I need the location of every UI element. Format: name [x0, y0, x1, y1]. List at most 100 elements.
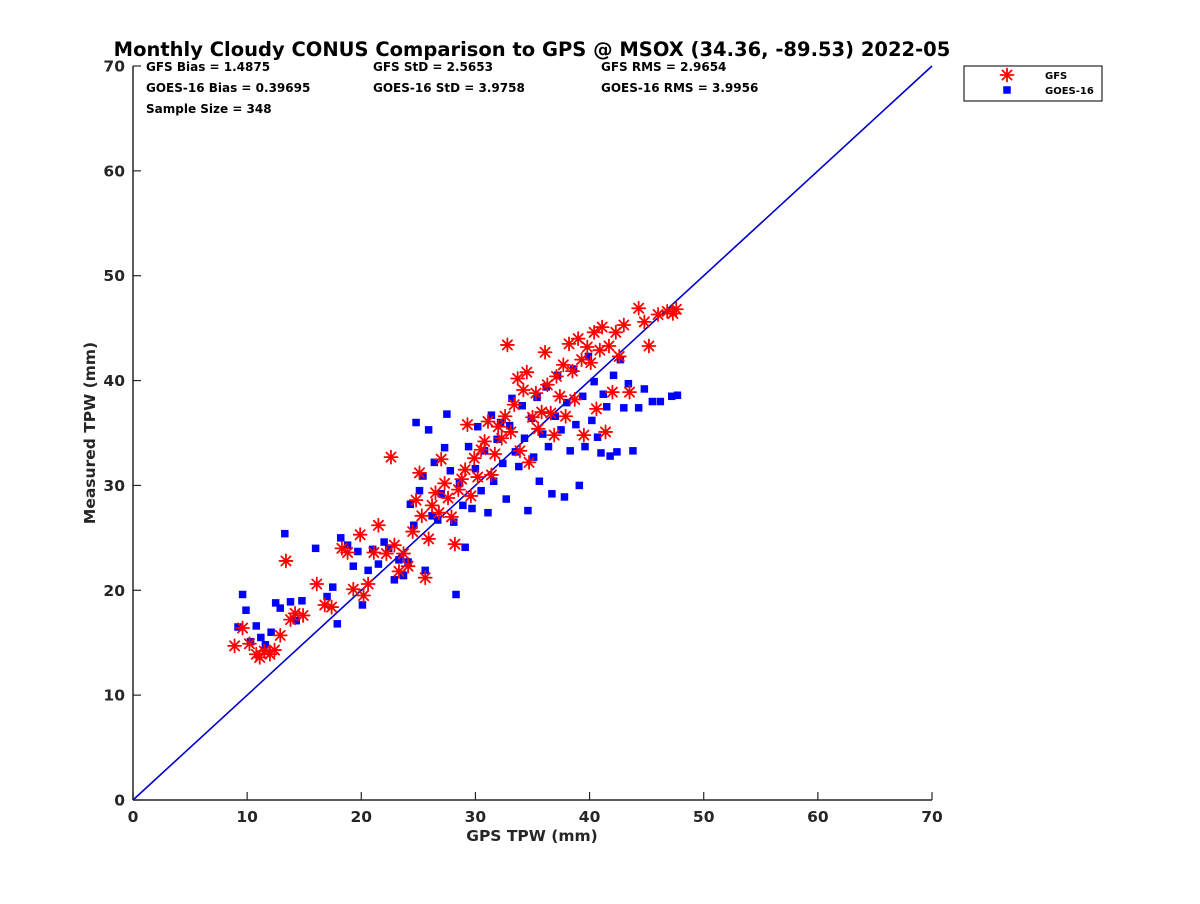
goes16-point [575, 481, 584, 490]
gfs-point [295, 608, 311, 623]
gfs-point [463, 488, 479, 504]
gfs-point [440, 490, 456, 506]
goes16-point [493, 435, 501, 444]
goes16-point [459, 501, 467, 510]
gfs-point [324, 599, 340, 615]
gfs-point [227, 638, 242, 654]
goes16-point [489, 477, 498, 485]
stat-goes-std: GOES-16 StD = 3.9758 [373, 81, 525, 95]
gfs-point [519, 364, 535, 380]
goes16-point [629, 447, 637, 455]
gfs-point [408, 492, 424, 508]
gfs-point [583, 355, 599, 371]
gfs-point [252, 649, 268, 665]
goes16-point [252, 622, 261, 630]
goes16-point [557, 426, 565, 434]
gfs-point [521, 454, 537, 470]
gfs-point [417, 570, 433, 586]
goes16-point [354, 547, 362, 556]
gfs-point [278, 553, 294, 569]
goes16-point [634, 404, 643, 412]
x-tick-label: 10 [236, 808, 258, 826]
y-axis-label: Measured TPW (mm) [81, 342, 99, 524]
goes16-point [590, 377, 598, 386]
x-axis-label: GPS TPW (mm) [466, 827, 598, 845]
gfs-point [534, 404, 550, 420]
goes16-point [440, 443, 449, 452]
gfs-point [497, 408, 513, 424]
gfs-point [558, 408, 574, 424]
goes16-point [588, 416, 596, 425]
goes16-point [464, 442, 473, 451]
goes16-point [281, 529, 289, 538]
goes16-point [480, 447, 489, 455]
goes16-point [446, 466, 455, 475]
goes16-point [242, 606, 250, 614]
goes16-point [298, 597, 306, 605]
x-tick-label: 30 [465, 808, 487, 826]
y-tick-label: 40 [103, 372, 125, 390]
gfs-point [242, 636, 257, 652]
gfs-point [421, 531, 437, 547]
gfs-point [499, 337, 515, 353]
stat-goes-bias: GOES-16 Bias = 0.39695 [146, 81, 310, 95]
gfs-point [470, 469, 486, 485]
goes16-point [496, 418, 505, 427]
goes16-point [412, 418, 420, 427]
gfs-point [579, 339, 595, 355]
goes16-point [415, 486, 424, 495]
goes16-point [461, 543, 469, 552]
goes16-point [581, 442, 589, 451]
gfs-point [631, 300, 647, 316]
x-tick-label: 70 [921, 808, 943, 826]
goes16-point [449, 518, 458, 526]
gfs-point [317, 597, 333, 613]
goes16-point [533, 393, 541, 402]
legend-goes16-square [1003, 86, 1011, 94]
gfs-point [589, 401, 604, 417]
gfs-point [447, 536, 463, 552]
y-tick-label: 0 [114, 792, 125, 810]
gfs-point [457, 462, 473, 478]
goes16-point [572, 420, 580, 429]
goes16-point [468, 504, 476, 513]
gfs-point [530, 421, 546, 437]
y-tick-label: 60 [103, 162, 125, 180]
x-tick-label: 0 [128, 808, 139, 826]
gfs-point [405, 524, 421, 539]
goes16-point [673, 391, 682, 400]
goes16-point [609, 371, 618, 380]
gfs-point [525, 409, 540, 425]
goes16-point [524, 506, 532, 515]
goes16-point [597, 449, 605, 457]
y-tick-label: 70 [103, 58, 125, 76]
y-tick-label: 20 [103, 582, 125, 600]
goes16-point [434, 516, 442, 524]
gfs-point [539, 377, 555, 393]
x-ticks: 0 10 20 30 40 50 60 70 [128, 792, 943, 826]
stats-annotations: GFS Bias = 1.4875 GFS StD = 2.5653 GFS R… [146, 60, 758, 116]
goes16-point [364, 566, 372, 575]
gfs-point [622, 384, 637, 400]
goes16-point [648, 397, 657, 406]
goes16-point [668, 392, 676, 401]
gfs-point [340, 545, 355, 560]
gfs-point [576, 427, 592, 443]
gfs-point [400, 558, 416, 574]
y-tick-label: 50 [103, 267, 125, 285]
goes16-point [368, 545, 377, 554]
gfs-point [570, 331, 586, 347]
stat-gfs-std: GFS StD = 2.5653 [373, 60, 493, 74]
goes16-point [562, 398, 571, 407]
legend-goes16-label: GOES-16 [1045, 86, 1094, 97]
gfs-point [636, 314, 652, 330]
gfs-point [272, 627, 288, 643]
goes16-point [624, 379, 633, 388]
gfs-point [490, 419, 506, 435]
gfs-point [466, 450, 482, 466]
goes16-point [384, 544, 393, 553]
y-ticks: 0 10 20 30 40 50 60 70 [103, 58, 141, 810]
gfs-point [352, 527, 368, 543]
goes16-point [487, 411, 496, 419]
gfs-point [586, 324, 602, 340]
